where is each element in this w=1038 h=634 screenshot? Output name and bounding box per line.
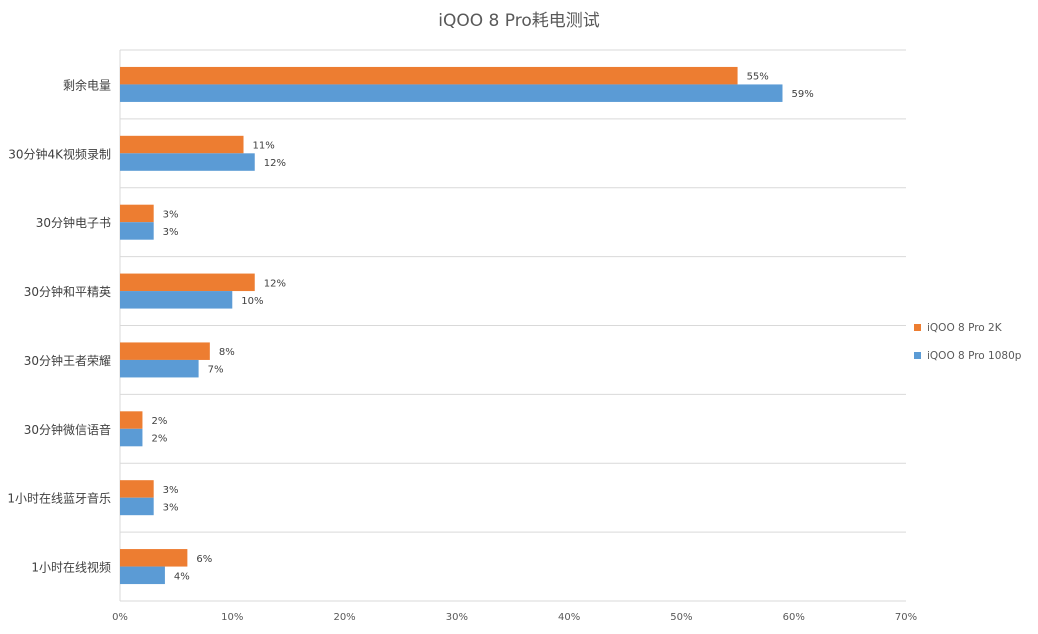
category-label: 1小时在线蓝牙音乐 [7,491,111,506]
data-label: 6% [196,554,212,565]
bar [120,222,154,240]
bar [120,204,154,223]
bar [120,342,210,360]
bar [120,480,154,498]
bar [120,411,143,429]
bar [120,359,199,378]
data-label: 2% [151,434,167,445]
bar [120,153,255,171]
x-tick-label: 50% [670,612,692,623]
data-label: 55% [747,72,769,83]
data-labels: 55%59%11%12%3%3%12%10%8%7%2%2%3%3%6%4% [151,72,813,583]
data-label: 7% [208,365,224,376]
legend-swatch [914,352,921,359]
legend: iQOO 8 Pro 2K iQOO 8 Pro 1080p [914,322,1022,362]
bar [120,84,783,102]
data-label: 12% [264,158,286,169]
bar [120,566,165,585]
data-label: 59% [791,89,813,100]
category-label: 剩余电量 [63,77,111,92]
data-label: 2% [151,416,167,427]
category-label: 30分钟微信语音 [24,422,111,437]
category-label: 30分钟4K视频录制 [8,146,111,161]
data-label: 3% [163,227,179,238]
data-label: 10% [241,296,263,307]
category-label: 30分钟和平精英 [24,284,111,299]
bars [120,66,783,585]
bar [120,497,154,516]
data-label: 8% [219,347,235,358]
data-label: 3% [163,485,179,496]
category-labels: 剩余电量 30分钟4K视频录制 30分钟电子书 30分钟和平精英 30分钟王者荣耀 30分… [7,77,111,574]
chart-title: iQOO 8 Pro耗电测试 [438,11,599,31]
data-label: 3% [163,209,179,220]
x-tick-label: 0% [112,612,128,623]
legend-swatch [914,324,921,331]
bar [120,549,188,567]
legend-label: iQOO 8 Pro 2K [927,322,1003,334]
category-label: 30分钟电子书 [36,215,111,230]
x-tick-label: 30% [446,612,468,623]
bar [120,273,255,292]
gridlines [119,49,906,602]
x-tick-label: 20% [333,612,355,623]
bar [120,428,143,447]
category-label: 1小时在线视频 [31,560,111,575]
data-label: 4% [174,571,190,582]
bar [120,291,233,309]
data-label: 3% [163,502,179,513]
bar [120,135,244,154]
data-label: 11% [253,141,275,152]
data-label: 12% [264,278,286,289]
x-tick-label: 60% [783,612,805,623]
x-tick-label: 10% [221,612,243,623]
x-tick-label: 40% [558,612,580,623]
x-axis-ticks: 0% 10% 20% 30% 40% 50% 60% 70% [112,612,917,623]
x-tick-label: 70% [895,612,917,623]
legend-label: iQOO 8 Pro 1080p [927,350,1022,362]
bar [120,66,738,85]
category-label: 30分钟王者荣耀 [24,353,111,368]
